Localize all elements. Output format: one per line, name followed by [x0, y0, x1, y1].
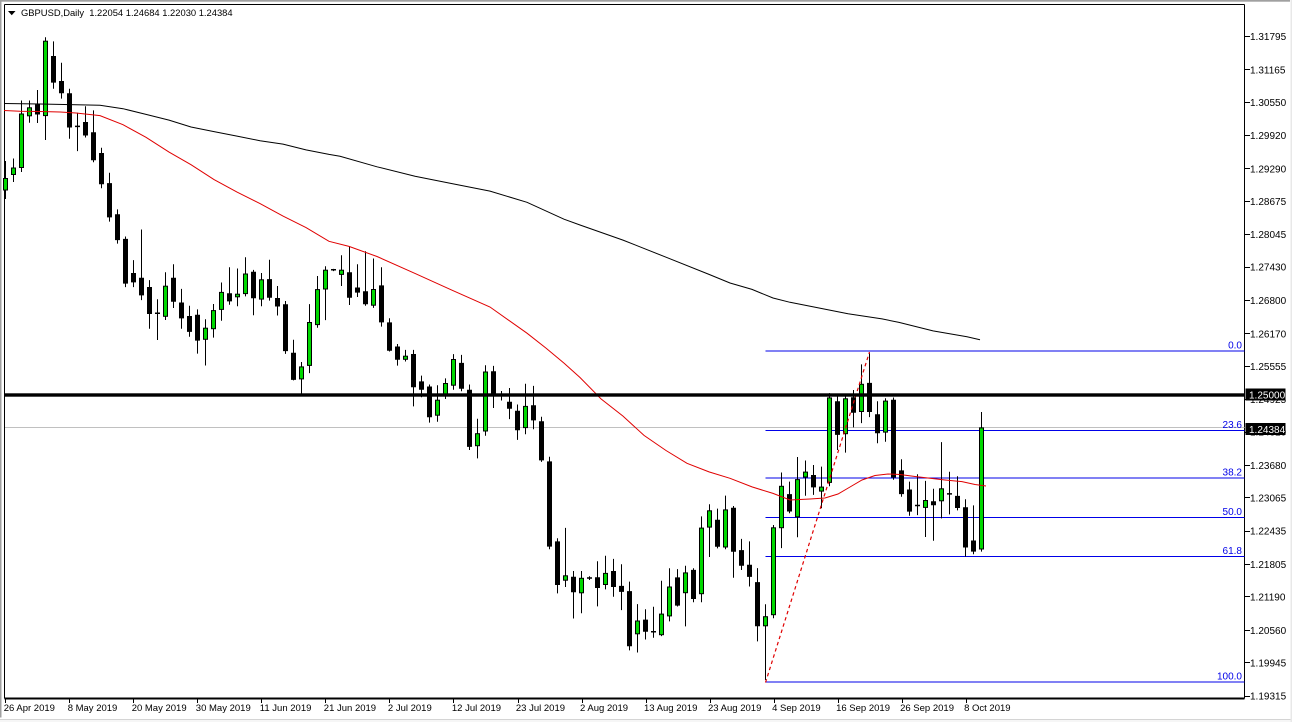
svg-text:12 Jul 2019: 12 Jul 2019 — [452, 703, 501, 714]
svg-text:1.29920: 1.29920 — [1250, 131, 1287, 142]
svg-text:GBPUSD,Daily 1.22054 1.24684: GBPUSD,Daily 1.22054 1.24684 1.22030 1.2… — [21, 7, 233, 18]
svg-text:1.28045: 1.28045 — [1250, 230, 1287, 241]
svg-text:26 Apr 2019: 26 Apr 2019 — [4, 703, 55, 714]
svg-text:0.0: 0.0 — [1228, 341, 1242, 352]
svg-text:1.25000: 1.25000 — [1249, 391, 1286, 402]
svg-text:1.20560: 1.20560 — [1250, 626, 1287, 637]
svg-text:61.8: 61.8 — [1223, 546, 1243, 557]
svg-text:1.31165: 1.31165 — [1250, 65, 1286, 76]
svg-text:1.31795: 1.31795 — [1250, 32, 1287, 43]
svg-text:2 Jul 2019: 2 Jul 2019 — [388, 703, 432, 714]
svg-text:1.24384: 1.24384 — [1249, 425, 1286, 436]
svg-text:1.27430: 1.27430 — [1250, 263, 1287, 274]
svg-text:11 Jun 2019: 11 Jun 2019 — [260, 703, 312, 714]
svg-text:38.2: 38.2 — [1223, 468, 1243, 479]
svg-text:16 Sep 2019: 16 Sep 2019 — [836, 703, 890, 714]
svg-text:4 Sep 2019: 4 Sep 2019 — [772, 703, 821, 714]
svg-text:1.19315: 1.19315 — [1250, 692, 1287, 703]
svg-text:1.30550: 1.30550 — [1250, 98, 1287, 109]
svg-text:1.22435: 1.22435 — [1250, 527, 1287, 538]
svg-text:1.23065: 1.23065 — [1250, 493, 1287, 504]
svg-text:30 May 2019: 30 May 2019 — [196, 703, 251, 714]
svg-text:1.21805: 1.21805 — [1250, 560, 1287, 571]
svg-text:13 Aug 2019: 13 Aug 2019 — [644, 703, 697, 714]
svg-text:1.19945: 1.19945 — [1250, 658, 1287, 669]
svg-text:100.0: 100.0 — [1217, 671, 1242, 682]
svg-text:1.29290: 1.29290 — [1250, 164, 1287, 175]
svg-text:8 May 2019: 8 May 2019 — [68, 703, 118, 714]
svg-text:23.6: 23.6 — [1223, 420, 1243, 431]
svg-text:21 Jun 2019: 21 Jun 2019 — [324, 703, 376, 714]
svg-text:1.23680: 1.23680 — [1250, 461, 1287, 472]
svg-text:26 Sep 2019: 26 Sep 2019 — [900, 703, 954, 714]
svg-text:8 Oct 2019: 8 Oct 2019 — [964, 703, 1010, 714]
svg-text:50.0: 50.0 — [1223, 507, 1243, 518]
svg-text:1.25555: 1.25555 — [1250, 362, 1287, 373]
svg-text:1.26170: 1.26170 — [1250, 329, 1287, 340]
svg-text:23 Jul 2019: 23 Jul 2019 — [516, 703, 565, 714]
svg-text:1.26800: 1.26800 — [1250, 296, 1287, 307]
svg-text:2 Aug 2019: 2 Aug 2019 — [580, 703, 628, 714]
svg-text:23 Aug 2019: 23 Aug 2019 — [708, 703, 761, 714]
svg-text:1.21190: 1.21190 — [1250, 593, 1286, 604]
svg-text:1.28675: 1.28675 — [1250, 197, 1287, 208]
svg-text:20 May 2019: 20 May 2019 — [132, 703, 187, 714]
